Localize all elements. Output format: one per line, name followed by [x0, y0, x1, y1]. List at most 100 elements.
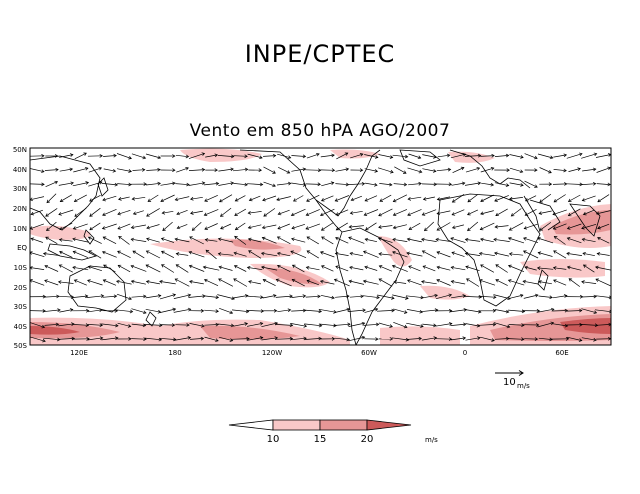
- wind-vector-head: [87, 236, 92, 240]
- wind-vector-head: [596, 252, 601, 256]
- wind-vector-head: [305, 265, 310, 270]
- wind-vector-head: [89, 213, 93, 217]
- wind-vector: [306, 280, 320, 286]
- wind-vector-head: [244, 182, 248, 187]
- wind-vector-head: [276, 251, 281, 256]
- wind-vector: [480, 264, 495, 273]
- wind-vector-head: [391, 296, 395, 300]
- wind-vector: [118, 264, 131, 273]
- lon-label: 120W: [262, 349, 282, 357]
- wind-vector-head: [374, 169, 379, 173]
- wind-vector-head: [432, 169, 437, 173]
- wind-vector: [348, 183, 365, 185]
- wind-vector: [305, 169, 321, 171]
- wind-vector: [377, 294, 395, 299]
- wind-vector: [495, 279, 508, 286]
- wind-vector: [231, 338, 250, 340]
- wind-vector-head: [102, 279, 107, 283]
- wind-vector-head: [145, 250, 150, 254]
- wind-vector: [596, 210, 611, 215]
- wind-vector-head: [319, 279, 324, 284]
- wind-vector-head: [494, 225, 498, 229]
- wind-vector-head: [263, 213, 267, 217]
- wind-vector-head: [114, 336, 119, 341]
- wind-vector: [321, 182, 334, 187]
- wind-vector-head: [567, 198, 572, 202]
- wind-vector-head: [506, 324, 511, 329]
- shade-strong-southern-w: [30, 326, 80, 335]
- wind-vector-head: [220, 226, 224, 230]
- wind-vector: [115, 309, 133, 313]
- wind-vector-head: [392, 237, 396, 242]
- wind-vector-head: [436, 211, 441, 216]
- wind-vector-head: [333, 278, 338, 283]
- wind-vector: [189, 323, 205, 327]
- wind-vector: [336, 152, 348, 160]
- wind-vector-head: [103, 264, 107, 268]
- wind-vector: [581, 337, 597, 341]
- wind-vector: [537, 267, 554, 270]
- wind-vector-head: [448, 337, 453, 341]
- wind-vector: [364, 209, 379, 216]
- wind-vector-head: [334, 198, 339, 202]
- wind-vector-head: [581, 225, 585, 230]
- wind-vector-head: [215, 338, 219, 342]
- wind-vector-head: [290, 212, 295, 217]
- wind-vector: [261, 266, 278, 271]
- wind-vector-head: [466, 212, 471, 216]
- coast-australia: [67, 265, 127, 313]
- wind-vector: [495, 208, 508, 217]
- wind-vector-head: [188, 250, 193, 255]
- wind-vector-head: [58, 264, 63, 268]
- coastlines: [30, 149, 601, 345]
- wind-vector-head: [451, 212, 456, 216]
- wind-vector: [59, 309, 73, 313]
- wind-vector: [567, 336, 582, 341]
- wind-vector: [30, 209, 44, 215]
- wind-vector-head: [534, 293, 539, 298]
- wind-vector: [217, 155, 234, 157]
- wind-vector: [188, 251, 205, 258]
- wind-vector-head: [117, 211, 121, 216]
- wind-vector: [205, 239, 218, 242]
- wind-vector: [524, 153, 538, 159]
- wind-vector: [393, 209, 408, 216]
- wind-vector: [102, 195, 117, 201]
- reference-vector: 10 m/s: [495, 370, 530, 390]
- wind-vector-head: [46, 199, 50, 204]
- wind-vector: [524, 180, 538, 188]
- wind-vector-head: [112, 168, 117, 173]
- reference-unit: m/s: [517, 382, 530, 390]
- wind-vector-head: [117, 250, 121, 254]
- wind-vector: [480, 222, 495, 230]
- wind-vector: [131, 308, 147, 314]
- wind-vector-head: [291, 237, 295, 242]
- lat-label: 20N: [13, 205, 27, 213]
- wind-vector: [568, 208, 581, 217]
- wind-vector: [147, 194, 159, 202]
- shade-south-atlantic: [420, 285, 470, 300]
- wind-vector-head: [406, 251, 410, 256]
- coast-europe: [449, 149, 531, 189]
- wind-vector: [72, 182, 89, 187]
- wind-vector: [131, 338, 147, 340]
- wind-vector-head: [200, 309, 205, 313]
- wind-vector-head: [303, 324, 308, 328]
- wind-vector: [597, 223, 610, 229]
- wind-vector: [436, 222, 451, 231]
- wind-vector: [86, 295, 104, 298]
- wind-vector-head: [272, 183, 276, 188]
- wind-vector: [451, 209, 465, 216]
- wind-vector-head: [41, 153, 45, 158]
- wind-vector-head: [550, 307, 555, 312]
- wind-vector: [335, 195, 350, 202]
- wind-vector: [189, 236, 204, 245]
- wind-vector: [231, 309, 249, 313]
- wind-vector-head: [436, 197, 441, 201]
- wind-vector: [553, 250, 567, 259]
- wind-vector: [60, 194, 72, 202]
- wind-vector: [175, 183, 190, 186]
- wind-vector-head: [128, 296, 132, 301]
- wind-vector: [364, 154, 378, 158]
- wind-vector: [58, 323, 74, 327]
